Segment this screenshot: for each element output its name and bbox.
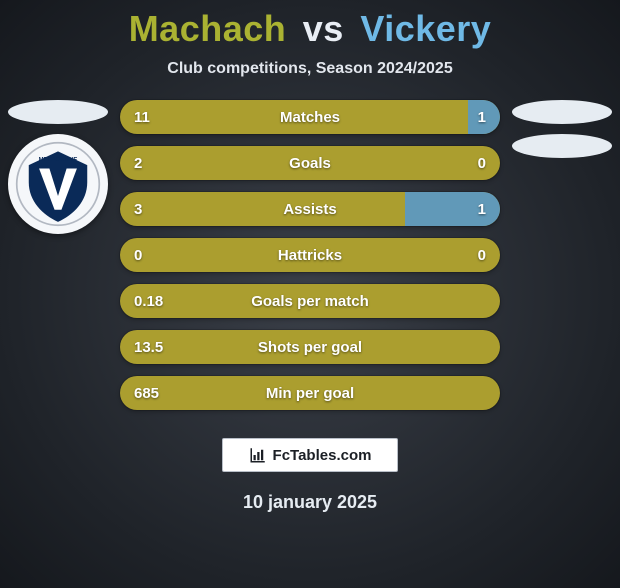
right-player-column [512,100,612,158]
player2-avatar-placeholder [512,100,612,124]
svg-text:MELBOURNE: MELBOURNE [39,158,78,164]
stat-label: Shots per goal [120,339,500,356]
melbourne-victory-icon: MELBOURNE [15,141,101,227]
stat-text: 13.5Shots per goal [120,330,500,364]
stat-left-value: 685 [134,385,159,402]
stat-left-value: 0 [134,247,142,264]
stat-text: 3Assists1 [120,192,500,226]
stat-text: 11Matches1 [120,100,500,134]
stats-bars-container: 11Matches12Goals03Assists10Hattricks00.1… [120,100,500,410]
stat-text: 685Min per goal [120,376,500,410]
date-label: 10 january 2025 [0,492,620,513]
fctables-label: FcTables.com [273,447,372,464]
stat-label: Assists [120,201,500,218]
stat-text: 0.18Goals per match [120,284,500,318]
stat-left-value: 2 [134,155,142,172]
stat-row: 11Matches1 [120,100,500,134]
content-area: MELBOURNE 11Matches12Goals03Assists10Hat… [0,100,620,410]
competition-subtitle: Club competitions, Season 2024/2025 [0,60,620,78]
stat-label: Goals per match [120,293,500,310]
player1-name: Machach [129,8,287,49]
comparison-title: Machach vs Vickery [0,8,620,50]
stat-right-value: 0 [478,247,486,264]
left-player-column: MELBOURNE [8,100,108,234]
bar-chart-icon [249,446,267,464]
vs-label: vs [303,8,344,49]
stat-label: Min per goal [120,385,500,402]
stat-row: 3Assists1 [120,192,500,226]
stat-row: 685Min per goal [120,376,500,410]
player2-club-placeholder [512,134,612,158]
stat-text: 0Hattricks0 [120,238,500,272]
stat-left-value: 13.5 [134,339,163,356]
stat-right-value: 1 [478,109,486,126]
stat-label: Hattricks [120,247,500,264]
player1-club-badge: MELBOURNE [8,134,108,234]
stat-row: 0.18Goals per match [120,284,500,318]
stat-right-value: 1 [478,201,486,218]
player1-avatar-placeholder [8,100,108,124]
stat-text: 2Goals0 [120,146,500,180]
player2-name: Vickery [360,8,491,49]
stat-row: 2Goals0 [120,146,500,180]
fctables-watermark: FcTables.com [222,438,398,472]
stat-left-value: 3 [134,201,142,218]
stat-label: Goals [120,155,500,172]
stat-row: 13.5Shots per goal [120,330,500,364]
stat-row: 0Hattricks0 [120,238,500,272]
stat-right-value: 0 [478,155,486,172]
stat-left-value: 0.18 [134,293,163,310]
stat-left-value: 11 [134,109,150,126]
stat-label: Matches [120,109,500,126]
